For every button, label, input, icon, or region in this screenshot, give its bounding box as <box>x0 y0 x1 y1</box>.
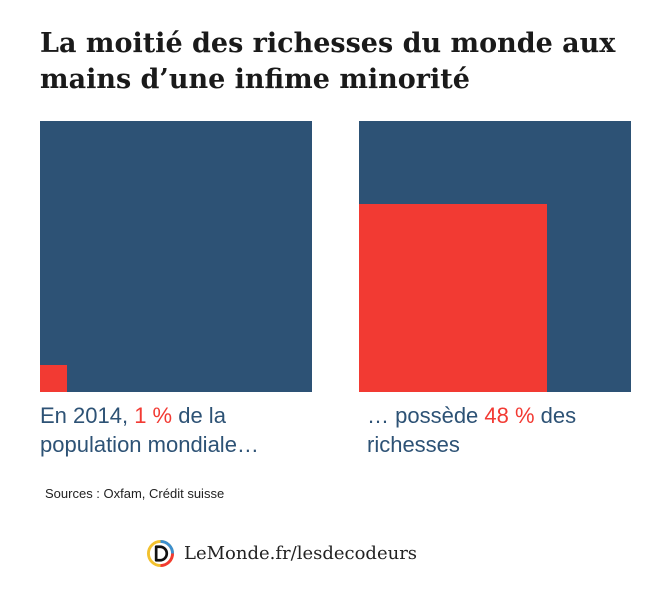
caption-highlight-value: 1 % <box>134 403 173 428</box>
population-caption: En 2014, 1 % de la population mondiale… <box>40 401 330 459</box>
brand-url: LeMonde.fr/lesdecodeurs <box>184 542 418 564</box>
chart-title: La moitié des richesses du monde aux mai… <box>40 28 616 95</box>
wealth-panel <box>359 121 631 392</box>
caption-text-before: … possède <box>367 403 485 428</box>
source-note: Sources : Oxfam, Crédit suisse <box>45 486 225 501</box>
caption-highlight-value: 48 % <box>484 403 535 428</box>
caption-text-after: de la population mondiale… <box>40 403 259 457</box>
wealth-share-square <box>359 204 548 392</box>
caption-text-after: des richesses <box>367 403 577 457</box>
decodeurs-logo-icon <box>147 539 174 567</box>
population-share-square <box>40 364 68 392</box>
population-panel <box>40 121 312 392</box>
wealth-caption: … possède 48 % des richesses <box>367 401 647 459</box>
caption-text-before: En 2014, <box>40 403 135 428</box>
brand[interactable]: LeMonde.fr/lesdecodeurs <box>147 537 417 569</box>
